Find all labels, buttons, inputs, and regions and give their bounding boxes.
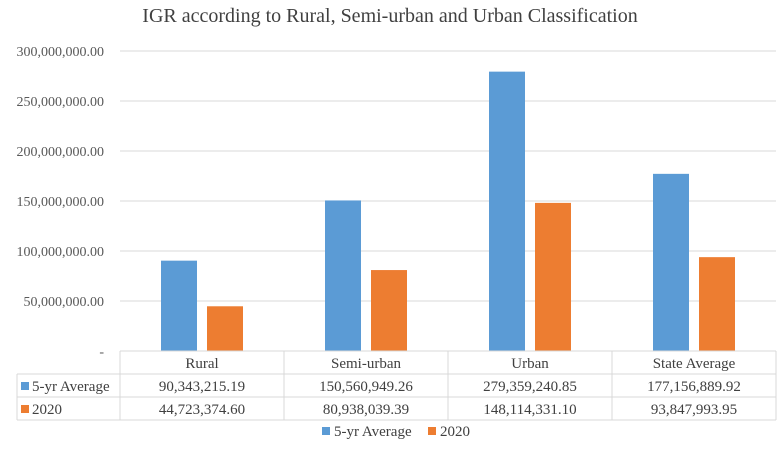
y-tick-label: 300,000,000.00 (17, 45, 105, 60)
bars (161, 71, 735, 352)
y-tick-label: 150,000,000.00 (17, 195, 105, 210)
y-tick-label: - (99, 345, 104, 360)
chart-title: IGR according to Rural, Semi-urban and U… (142, 5, 637, 27)
legend-swatch (428, 427, 436, 435)
table-cell-value: 279,359,240.85 (483, 379, 577, 395)
legend-swatch (322, 427, 330, 435)
bar-five-yr-average (489, 71, 525, 352)
bar-five-yr-average (161, 260, 197, 351)
y-tick-label: 200,000,000.00 (17, 145, 105, 160)
y-tick-label: 100,000,000.00 (17, 245, 105, 260)
y-tick-label: 250,000,000.00 (17, 95, 105, 110)
bar-series-2020 (207, 306, 243, 351)
table-cell-value: 44,723,374.60 (159, 402, 245, 418)
legend-label: 2020 (440, 424, 470, 440)
table-cell-value: 93,847,993.95 (651, 402, 737, 418)
bar-series-2020 (699, 257, 735, 351)
table-legend-swatch (21, 405, 29, 413)
table-cell-value: 177,156,889.92 (647, 379, 741, 395)
bar-five-yr-average (653, 173, 689, 351)
table-legend-swatch (21, 382, 29, 390)
y-tick-label: 50,000,000.00 (24, 295, 105, 310)
data-table: Rural Semi-urban Urban State Average 5-yr Av… (16, 350, 777, 421)
legend: 5-yr Average 2020 (322, 424, 470, 440)
category-label: State Average (653, 356, 736, 372)
table-cell-value: 80,938,039.39 (323, 402, 409, 418)
bar-series-2020 (371, 270, 407, 351)
table-cell-value: 150,560,949.26 (319, 379, 413, 395)
legend-label: 5-yr Average (334, 424, 412, 440)
table-series-name: 2020 (32, 402, 62, 418)
category-label: Rural (185, 356, 218, 372)
category-label: Semi-urban (331, 356, 401, 372)
y-axis-tick-labels: - 50,000,000.00 100,000,000.00 150,000,000.… (17, 45, 105, 360)
table-cell-value: 90,343,215.19 (159, 379, 245, 395)
category-label: Urban (511, 356, 549, 372)
bar-five-yr-average (325, 200, 361, 351)
table-cell-value: 148,114,331.10 (483, 402, 576, 418)
table-series-name: 5-yr Average (32, 379, 110, 395)
bar-series-2020 (535, 202, 571, 351)
